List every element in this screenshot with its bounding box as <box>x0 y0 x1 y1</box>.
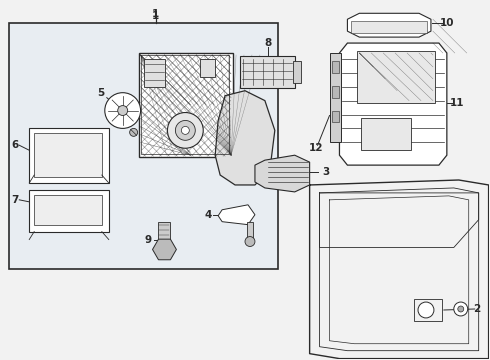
Polygon shape <box>351 21 427 33</box>
Text: 9: 9 <box>145 234 152 244</box>
Text: 12: 12 <box>308 143 323 153</box>
Circle shape <box>418 302 434 318</box>
Bar <box>34 195 102 225</box>
Text: 6: 6 <box>12 140 19 150</box>
Polygon shape <box>215 91 275 185</box>
Bar <box>329 53 342 142</box>
Bar <box>293 61 301 83</box>
Bar <box>141 55 229 154</box>
Circle shape <box>105 93 141 129</box>
Polygon shape <box>310 180 489 359</box>
Bar <box>29 190 109 231</box>
Bar <box>144 59 166 87</box>
Bar <box>158 222 171 242</box>
Text: 3: 3 <box>322 167 329 177</box>
Circle shape <box>118 105 128 116</box>
Text: 1: 1 <box>152 11 159 21</box>
Bar <box>240 56 294 88</box>
Text: 1: 1 <box>152 9 159 19</box>
Text: 4: 4 <box>204 210 212 220</box>
Bar <box>414 299 442 321</box>
Circle shape <box>175 121 196 140</box>
Text: 2: 2 <box>473 304 480 314</box>
Bar <box>361 118 411 150</box>
Circle shape <box>168 113 203 148</box>
Bar <box>247 222 253 239</box>
Text: 10: 10 <box>440 18 454 28</box>
Circle shape <box>454 302 468 316</box>
Polygon shape <box>255 155 310 192</box>
Text: 8: 8 <box>264 38 271 48</box>
Polygon shape <box>340 43 447 165</box>
Bar <box>200 59 215 77</box>
Bar <box>332 86 340 98</box>
Bar <box>34 133 102 177</box>
Bar <box>139 53 233 157</box>
Bar <box>357 51 435 103</box>
Polygon shape <box>347 13 431 37</box>
Text: 11: 11 <box>449 98 464 108</box>
Polygon shape <box>218 205 255 225</box>
Text: 7: 7 <box>12 195 19 205</box>
Bar <box>29 129 109 183</box>
Text: 5: 5 <box>97 88 104 98</box>
Circle shape <box>245 237 255 247</box>
Bar <box>9 23 278 269</box>
Bar <box>332 111 340 122</box>
Circle shape <box>130 129 138 136</box>
Circle shape <box>458 306 464 312</box>
Circle shape <box>181 126 189 134</box>
Bar <box>332 61 340 73</box>
